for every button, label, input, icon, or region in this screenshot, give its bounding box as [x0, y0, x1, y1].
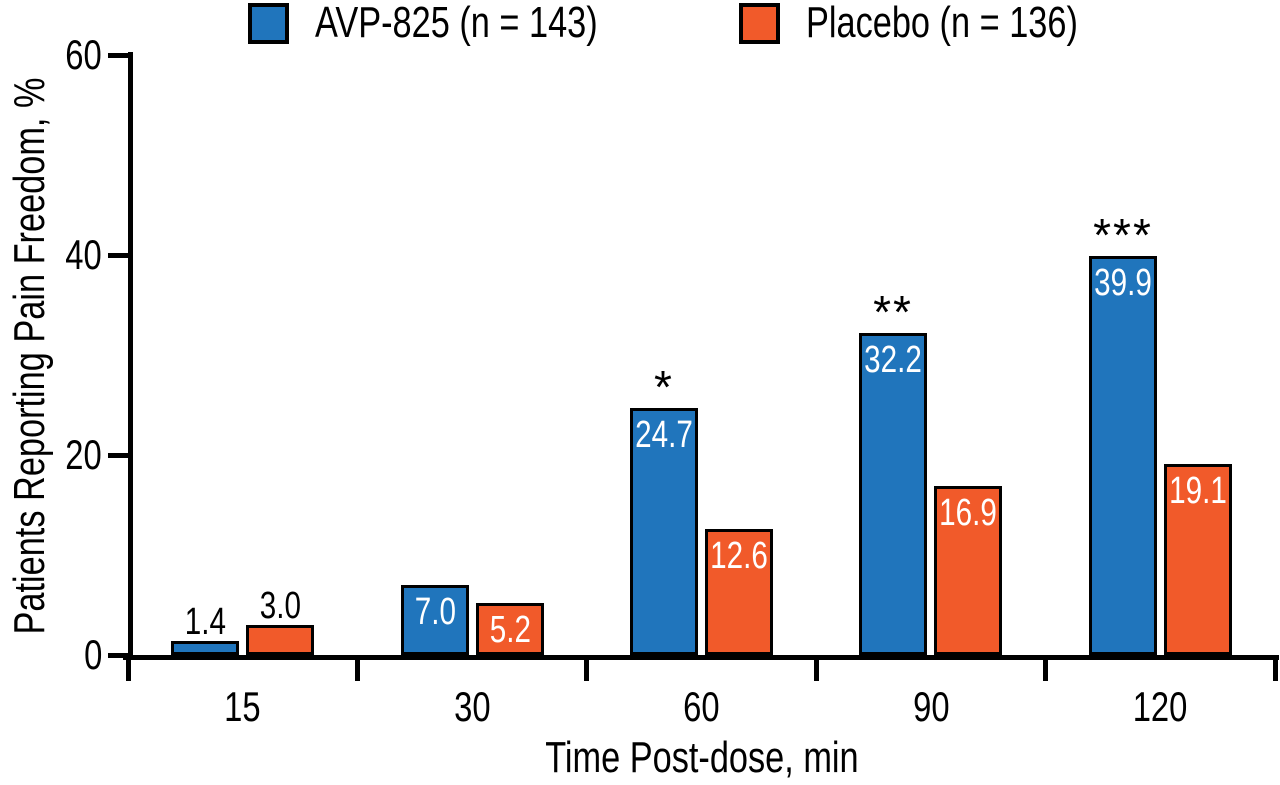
bar-value-label: 32.2 — [864, 339, 922, 381]
bar-avp-90 — [859, 333, 927, 655]
bar-avp-60 — [630, 408, 698, 655]
y-tick-label: 20 — [65, 431, 102, 478]
y-tick-label: 0 — [83, 631, 102, 678]
x-tick — [354, 660, 360, 681]
bar-value-label: 3.0 — [259, 585, 301, 627]
legend-swatch-avp825 — [248, 2, 290, 44]
bar-value-label: 24.7 — [635, 414, 693, 456]
bar-avp-120 — [1089, 256, 1157, 655]
x-tick-label: 90 — [912, 683, 950, 730]
bar-value-label: 5.2 — [489, 609, 531, 651]
bar-value-label: 7.0 — [414, 591, 456, 633]
chart-legend: AVP-825 (n = 143) Placebo (n = 136) — [128, 0, 1275, 46]
y-tick-label: 40 — [65, 231, 102, 278]
x-axis-line — [123, 655, 1279, 660]
bar-avp-15 — [171, 641, 239, 655]
y-tick-label: 60 — [65, 31, 102, 78]
x-tick — [125, 660, 131, 681]
bar-value-label: 39.9 — [1094, 262, 1152, 304]
bar-value-label: 1.4 — [184, 601, 226, 643]
significance-marker: *** — [1093, 209, 1153, 261]
significance-marker: ** — [873, 286, 913, 338]
legend-label-avp825: AVP-825 (n = 143) — [315, 0, 598, 47]
y-tick — [108, 452, 128, 458]
y-tick — [108, 252, 128, 258]
x-tick — [1272, 660, 1278, 681]
y-tick — [108, 652, 128, 658]
x-tick-label: 30 — [453, 683, 491, 730]
x-tick-label: 60 — [683, 683, 720, 730]
x-tick — [1043, 660, 1049, 681]
legend-swatch-placebo — [739, 2, 781, 44]
bar-value-label: 16.9 — [939, 492, 997, 534]
bar-avp-30 — [401, 585, 469, 655]
x-tick — [584, 660, 590, 681]
bar-placebo-60 — [705, 529, 773, 655]
bar-placebo-30 — [476, 603, 544, 655]
x-tick-label: 120 — [1132, 683, 1188, 730]
legend-item-avp825: AVP-825 (n = 143) — [248, 1, 677, 45]
bar-placebo-90 — [934, 486, 1002, 655]
legend-item-placebo: Placebo (n = 136) — [739, 1, 1155, 45]
bar-value-label: 19.1 — [1169, 470, 1227, 512]
y-tick — [108, 52, 128, 58]
y-axis-title: Patients Reporting Pain Freedom, % — [5, 77, 54, 635]
significance-marker: * — [654, 361, 674, 413]
bar-value-label: 12.6 — [710, 535, 768, 577]
x-tick-label: 15 — [224, 683, 261, 730]
legend-label-placebo: Placebo (n = 136) — [806, 0, 1079, 47]
x-axis-title: Time Post-dose, min — [544, 733, 859, 782]
bar-placebo-15 — [246, 625, 314, 655]
y-axis-line — [128, 52, 133, 660]
x-tick — [813, 660, 819, 681]
bar-placebo-120 — [1164, 464, 1232, 655]
